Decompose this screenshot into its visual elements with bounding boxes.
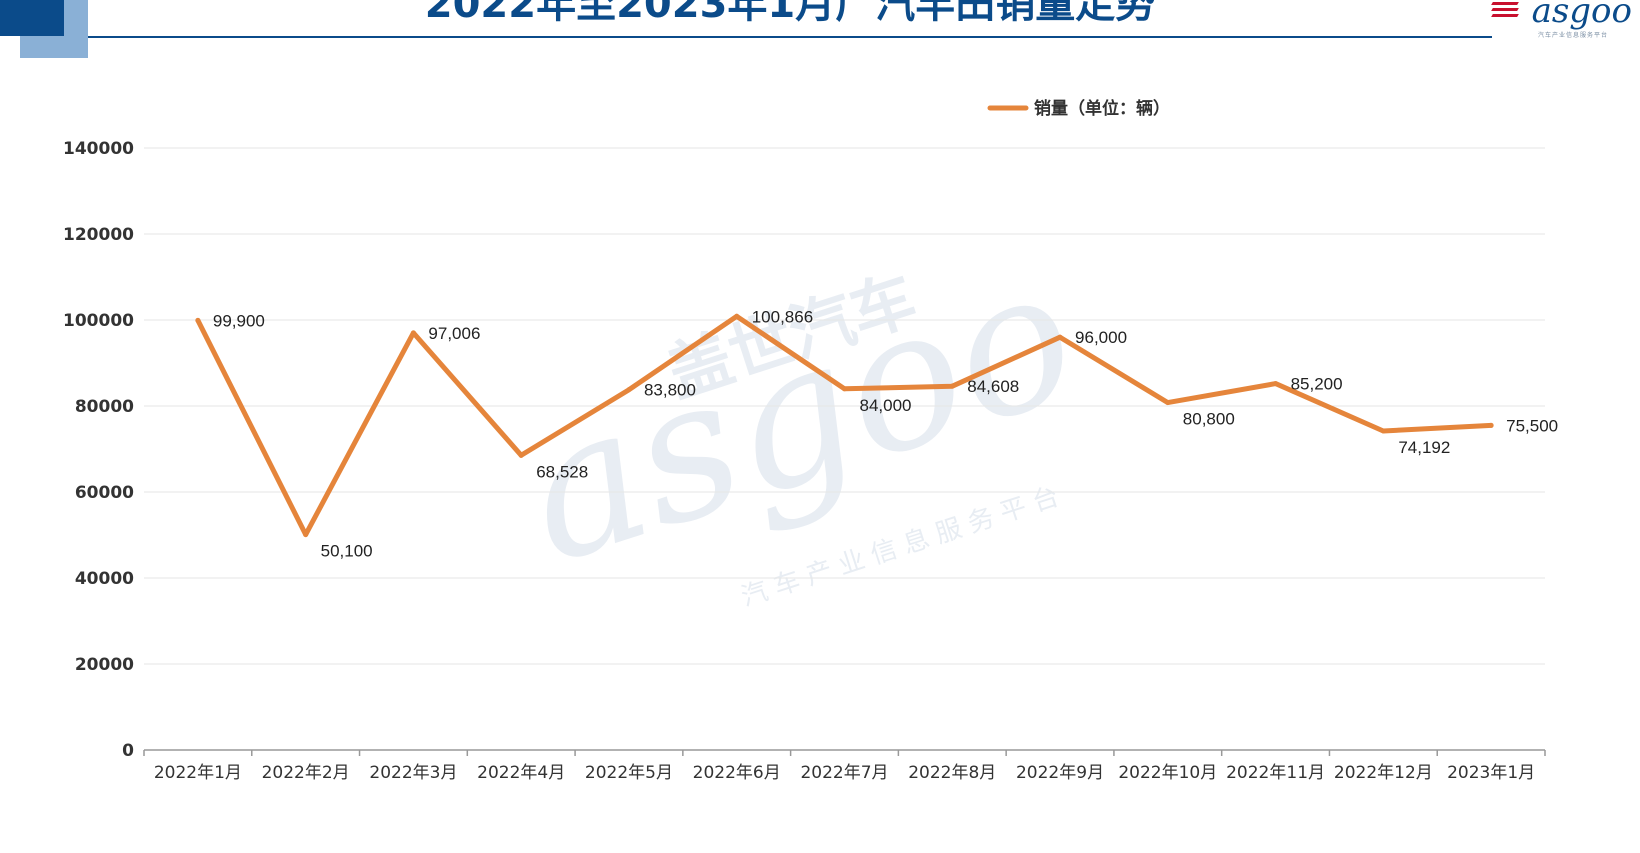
grid-lines [144, 147, 1545, 665]
data-labels: 99,900 50,100 97,006 68,528 83,800 100,866 84,… [213, 307, 1558, 560]
data-point [1165, 400, 1171, 406]
data-label: 99,900 [213, 311, 265, 330]
y-tick-label: 60000 [75, 483, 134, 503]
logo-text: asgoo [1531, 0, 1632, 31]
y-tick-label: 100000 [63, 311, 134, 331]
x-tick-label: 2022年7月 [800, 763, 888, 783]
header-rule [88, 36, 1492, 38]
series-sales [195, 313, 1494, 538]
legend-label: 销量（单位：辆） [1034, 98, 1170, 119]
x-tick-label: 2022年1月 [154, 763, 242, 783]
data-label: 74,192 [1398, 438, 1450, 457]
data-point [303, 532, 309, 538]
x-tick-label: 2022年3月 [369, 763, 457, 783]
data-point [1488, 422, 1494, 428]
gasgoo-logo: asgoo 汽车产业信息服务平台 [1482, 0, 1632, 39]
data-point [949, 383, 955, 389]
data-label: 96,000 [1075, 328, 1127, 347]
data-point [410, 330, 416, 336]
y-tick-label: 0 [122, 741, 134, 761]
data-label: 84,000 [860, 396, 912, 415]
data-label: 83,800 [644, 381, 696, 400]
data-label: 84,608 [967, 377, 1019, 396]
logo-subtext: 汽车产业信息服务平台 [1537, 32, 1608, 39]
data-label: 97,006 [428, 324, 480, 343]
data-point [734, 313, 740, 319]
data-point [842, 386, 847, 392]
y-tick-label: 40000 [75, 569, 134, 589]
page-title: 2022年至2023年1月广汽丰田销量走势 [424, 0, 1156, 27]
data-point [195, 317, 201, 323]
x-tick-label: 2023年1月 [1447, 763, 1535, 783]
x-tick-label: 2022年4月 [477, 763, 565, 783]
x-tick-label: 2022年11月 [1226, 763, 1325, 783]
x-tick-label: 2022年6月 [693, 763, 781, 783]
data-point [1273, 381, 1279, 387]
x-tick-label: 2022年2月 [262, 763, 350, 783]
legend: 销量（单位：辆） [987, 98, 1170, 119]
y-tick-label: 20000 [75, 655, 134, 675]
x-tick-label: 2022年12月 [1334, 763, 1433, 783]
y-tick-label: 80000 [75, 397, 134, 417]
y-axis: 0 20000 40000 60000 80000 100000 120000 140000 [63, 139, 134, 761]
data-point [1380, 428, 1386, 434]
y-tick-label: 120000 [63, 225, 134, 245]
data-label: 75,500 [1506, 416, 1558, 435]
data-point [1057, 334, 1063, 340]
data-point [518, 452, 524, 458]
data-label: 50,100 [321, 542, 373, 561]
data-label: 80,800 [1183, 410, 1235, 429]
data-label: 100,866 [752, 307, 813, 326]
x-tick-label: 2022年10月 [1118, 763, 1217, 783]
y-tick-label: 140000 [63, 139, 134, 159]
data-label: 68,528 [536, 462, 588, 481]
data-label: 85,200 [1291, 375, 1343, 394]
data-point [626, 387, 632, 393]
x-tick-label: 2022年9月 [1016, 763, 1104, 783]
x-tick-label: 2022年5月 [585, 763, 673, 783]
x-axis: 2022年1月 2022年2月 2022年3月 2022年4月 2022年5月 2022年… [143, 749, 1546, 783]
x-tick-label: 2022年8月 [908, 763, 996, 783]
watermark: asgoo 盖世汽车 汽车产业信息服务平台 [498, 223, 1100, 613]
header-accent-dark [0, 0, 64, 36]
